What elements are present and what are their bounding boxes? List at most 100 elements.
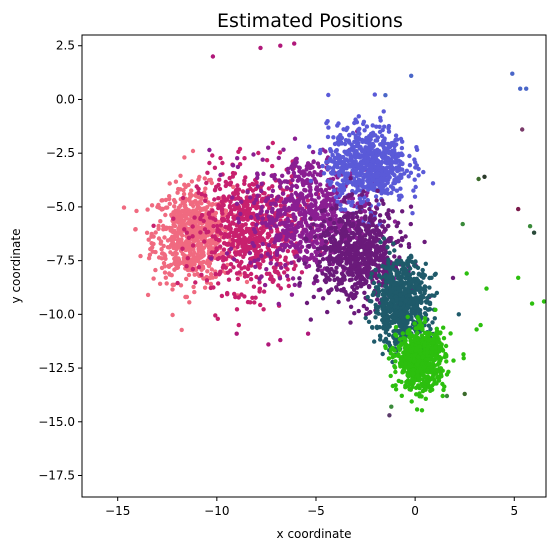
data-point xyxy=(348,258,353,263)
data-point xyxy=(407,163,413,168)
data-point-outlier xyxy=(389,404,394,409)
data-point xyxy=(328,244,333,250)
data-point xyxy=(398,193,404,198)
data-point xyxy=(207,215,213,220)
data-point xyxy=(261,258,266,264)
data-point xyxy=(313,278,318,283)
data-point xyxy=(414,407,420,412)
data-point xyxy=(332,155,338,161)
data-point xyxy=(422,319,428,325)
data-point xyxy=(355,285,360,290)
data-point xyxy=(209,202,215,207)
data-point xyxy=(355,141,360,146)
data-point xyxy=(377,282,382,287)
data-point xyxy=(208,285,213,291)
data-point xyxy=(416,383,421,388)
data-point xyxy=(325,119,330,124)
data-point xyxy=(270,163,275,169)
data-point xyxy=(277,150,283,155)
data-point xyxy=(361,199,366,204)
data-point xyxy=(259,204,264,210)
data-point xyxy=(325,134,331,140)
data-point xyxy=(242,274,248,279)
data-point xyxy=(432,272,437,277)
data-point xyxy=(392,364,397,369)
data-point xyxy=(373,138,378,143)
data-point xyxy=(156,255,162,260)
data-point xyxy=(175,190,180,195)
data-point xyxy=(382,137,387,143)
data-point xyxy=(428,331,433,336)
data-point xyxy=(365,272,370,277)
data-point xyxy=(212,240,217,246)
data-point xyxy=(281,147,286,152)
data-point xyxy=(371,228,376,233)
data-point xyxy=(243,222,248,227)
data-point xyxy=(164,281,169,286)
data-point xyxy=(192,289,197,295)
data-point xyxy=(399,152,404,157)
data-point xyxy=(430,181,436,186)
data-point xyxy=(163,212,168,218)
data-point xyxy=(345,152,350,157)
data-point xyxy=(375,287,380,292)
data-point xyxy=(371,280,377,286)
data-point xyxy=(433,345,438,350)
data-point xyxy=(331,220,337,226)
data-point xyxy=(296,174,301,179)
data-point xyxy=(328,170,334,175)
data-point xyxy=(336,169,342,175)
data-point xyxy=(289,292,295,297)
data-point xyxy=(231,215,236,220)
data-point xyxy=(236,322,241,328)
data-point xyxy=(346,199,351,205)
data-point xyxy=(240,232,245,237)
data-point xyxy=(421,275,426,280)
data-point xyxy=(334,285,339,290)
data-point xyxy=(200,207,205,212)
data-point xyxy=(215,229,220,234)
data-point xyxy=(245,199,250,204)
data-point xyxy=(348,304,354,309)
data-point xyxy=(313,203,318,208)
data-point xyxy=(383,330,388,335)
data-point xyxy=(399,276,404,281)
data-point xyxy=(406,331,411,336)
data-point xyxy=(223,183,228,189)
data-point xyxy=(208,240,214,246)
data-point xyxy=(293,207,299,212)
data-point xyxy=(406,242,412,247)
data-point xyxy=(433,353,438,359)
data-point xyxy=(412,353,417,358)
data-point xyxy=(344,229,349,235)
data-point xyxy=(299,270,305,275)
data-point xyxy=(212,197,217,202)
data-point xyxy=(366,311,372,316)
data-point xyxy=(307,188,313,194)
data-point xyxy=(403,298,409,304)
data-point xyxy=(275,229,280,234)
data-point xyxy=(331,188,337,193)
data-point-outlier xyxy=(474,327,479,332)
data-point xyxy=(330,234,336,239)
data-point xyxy=(255,193,260,198)
data-point xyxy=(177,260,182,265)
data-point xyxy=(181,191,187,197)
data-point xyxy=(178,173,183,178)
data-point xyxy=(181,188,186,193)
data-point xyxy=(342,277,347,282)
data-point xyxy=(370,240,375,245)
data-point-outlier xyxy=(444,393,450,399)
data-point xyxy=(207,147,212,153)
y-tick-label: 0.0 xyxy=(56,92,75,106)
data-point xyxy=(223,256,228,262)
data-point xyxy=(253,229,258,235)
data-point xyxy=(354,210,359,216)
data-point xyxy=(180,251,185,257)
data-point xyxy=(381,296,386,301)
data-point xyxy=(368,235,373,240)
data-point xyxy=(250,181,255,187)
data-point xyxy=(386,266,392,271)
data-point xyxy=(363,217,368,222)
data-point xyxy=(333,149,338,154)
